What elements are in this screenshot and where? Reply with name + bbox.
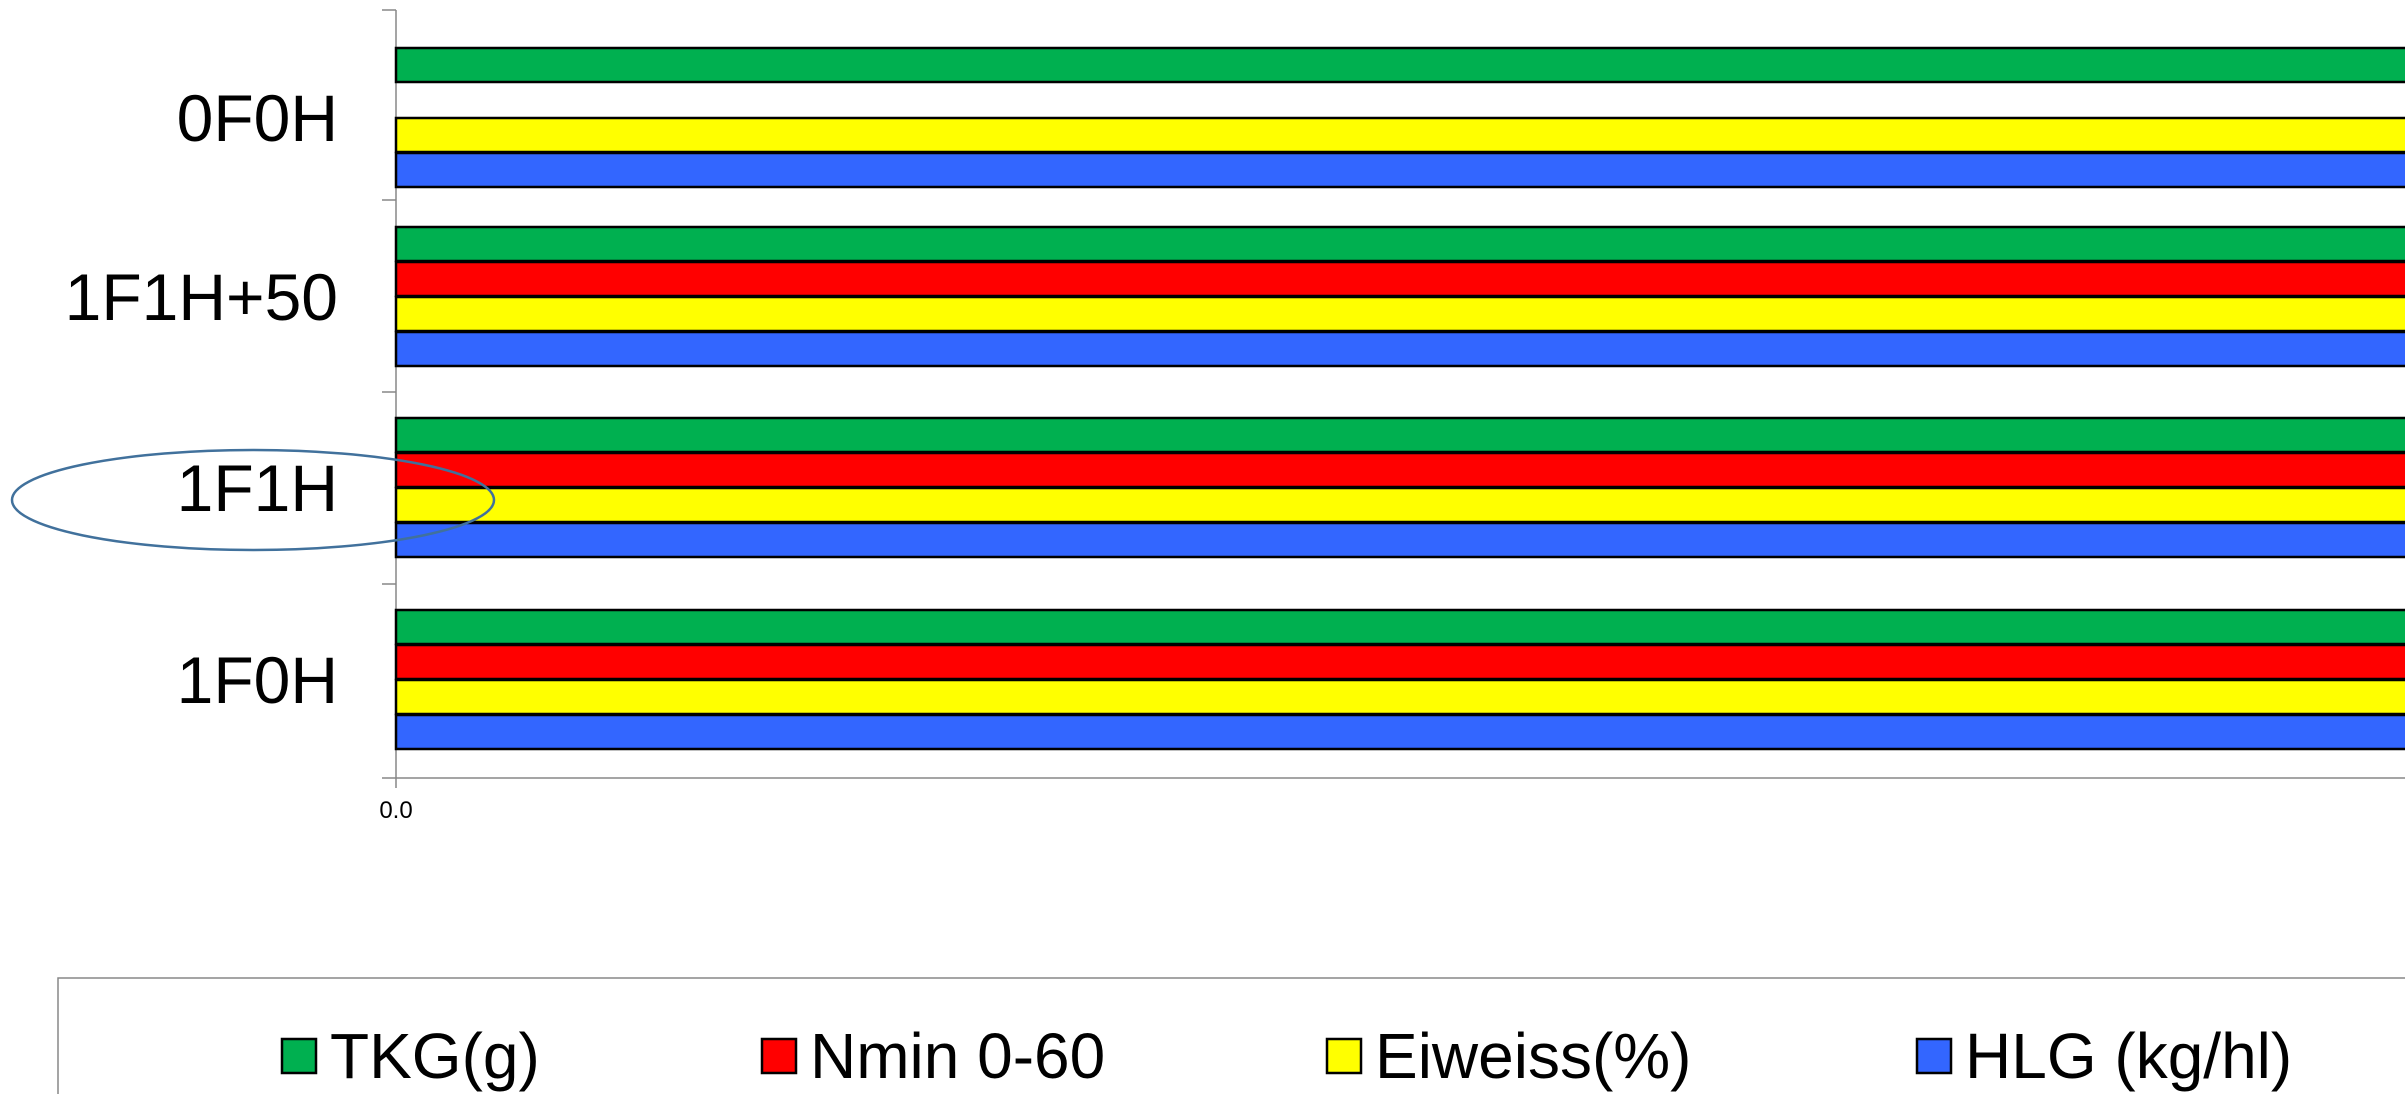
legend-label-tkg-g: TKG(g) xyxy=(330,1020,540,1092)
category-label-1f1h-50: 1F1H+50 xyxy=(65,260,338,334)
legend-label-eiweiss: Eiweiss(%) xyxy=(1375,1020,1691,1092)
bar-nmin-0-60-1f1h xyxy=(394,451,2405,489)
legend-label-hlg-kg-hl: HLG (kg/hl) xyxy=(1965,1020,2292,1092)
legend-item-nmin-0-60: Nmin 0-60 xyxy=(760,1020,1105,1092)
legend-swatch-eiweiss xyxy=(1325,1037,1363,1075)
x-axis-ticks: 0.010.020.030.040.050.060.070.080.090.0 xyxy=(379,778,413,824)
category-label-0f0h: 0F0H xyxy=(177,81,338,155)
bar-tkg-g-1f1h xyxy=(394,416,2405,454)
x-tick-label: 0.0 xyxy=(379,797,412,824)
bars xyxy=(394,46,2405,751)
bar-hlg-kg-hl-1f1h-50 xyxy=(394,330,2405,368)
legend-swatch-tkg-g xyxy=(280,1037,318,1075)
bar-eiweiss-1f1h xyxy=(394,486,2405,524)
bar-nmin-0-60-1f1h-50 xyxy=(394,260,2405,298)
bar-tkg-g-1f0h xyxy=(394,608,2405,646)
bar-hlg-kg-hl-1f0h xyxy=(394,713,2405,751)
bar-hlg-kg-hl-0f0h xyxy=(394,151,2405,189)
bar-tkg-g-1f1h-50 xyxy=(394,225,2405,263)
legend: TKG(g) Nmin 0-60 Eiweiss(%) HLG (kg/hl) xyxy=(57,977,2405,1094)
bar-hlg-kg-hl-1f1h xyxy=(394,521,2405,559)
legend-item-hlg-kg-hl: HLG (kg/hl) xyxy=(1915,1020,2292,1092)
bar-eiweiss-1f1h-50 xyxy=(394,295,2405,333)
legend-item-tkg-g: TKG(g) xyxy=(280,1020,540,1092)
legend-label-nmin-0-60: Nmin 0-60 xyxy=(810,1020,1105,1092)
bar-tkg-g-0f0h xyxy=(394,46,2405,84)
highlight-ellipse-1f1h xyxy=(10,448,496,552)
bar-eiweiss-0f0h xyxy=(394,116,2405,154)
legend-swatch-hlg-kg-hl xyxy=(1915,1037,1953,1075)
bar-eiweiss-1f0h xyxy=(394,678,2405,716)
category-label-1f1h: 1F1H xyxy=(177,451,338,525)
legend-swatch-nmin-0-60 xyxy=(760,1037,798,1075)
legend-box xyxy=(57,977,2405,1094)
legend-item-eiweiss: Eiweiss(%) xyxy=(1325,1020,1691,1092)
category-label-1f0h: 1F0H xyxy=(177,643,338,717)
bar-nmin-0-60-1f0h xyxy=(394,643,2405,681)
y-axis-category-labels: 0F0H 1F1H+50 1F1H 1F0H xyxy=(65,81,338,717)
